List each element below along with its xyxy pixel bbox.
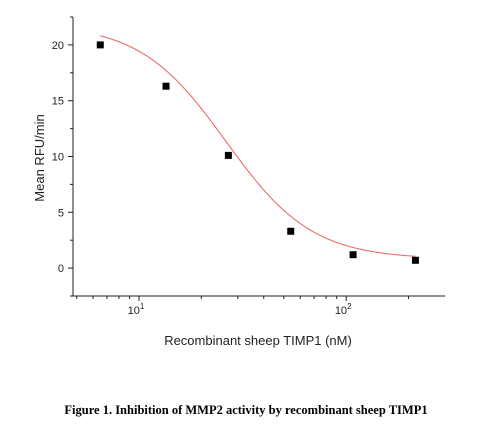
y-tick-label: 5 — [58, 207, 64, 219]
data-point — [162, 82, 170, 90]
y-tick-label: 20 — [52, 40, 64, 52]
data-point — [411, 256, 419, 264]
x-axis-label: Recombinant sheep TIMP1 (nM) — [164, 333, 352, 348]
y-axis-label: Mean RFU/min — [32, 114, 47, 201]
fit-curve — [100, 35, 416, 257]
y-tick-label: 15 — [52, 96, 64, 108]
y-tick-label: 0 — [58, 263, 64, 275]
y-tick-label: 10 — [52, 152, 64, 164]
data-point — [349, 251, 357, 259]
data-point — [287, 227, 295, 235]
x-tick-label: 101 — [128, 302, 145, 317]
data-points-layer — [96, 41, 419, 264]
data-point — [96, 41, 104, 49]
x-axis-ticks: 101 102 — [76, 296, 410, 317]
x-tick-label: 102 — [335, 302, 352, 317]
figure-caption: Figure 1. Inhibition of MMP2 activity by… — [64, 403, 428, 417]
chart: 0 5 10 15 20 101 102 Recombinant sheep TIMP1 … — [32, 16, 445, 348]
y-axis-ticks: 0 5 10 15 20 — [52, 16, 73, 297]
fit-curve-layer — [100, 35, 416, 257]
data-point — [224, 151, 232, 159]
